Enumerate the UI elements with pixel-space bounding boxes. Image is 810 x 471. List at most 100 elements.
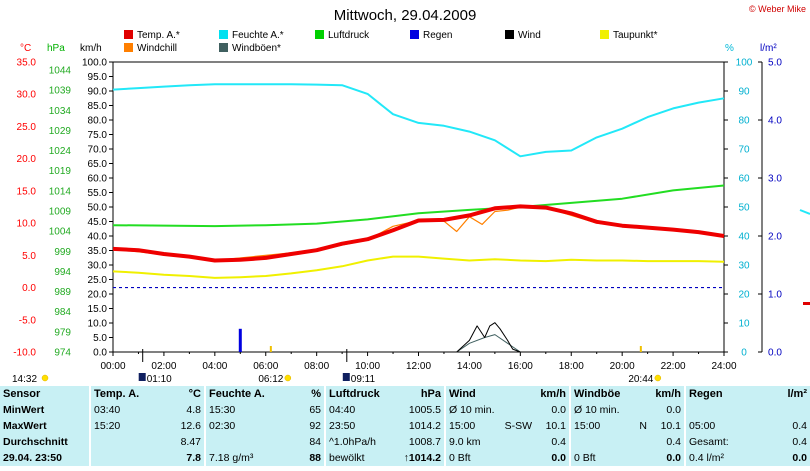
temp-tick-label: -5.0 (19, 315, 37, 326)
wind-time: Ø 10 min. (444, 402, 495, 418)
hum-value: 92 (270, 418, 325, 434)
gust-direction: N (620, 418, 650, 434)
temp-time: 03:40 (89, 402, 145, 418)
rain-tick-label: 3.0 (768, 174, 782, 185)
left-axis-ticks: 100.0 95.0 90.0 85.0 80.0 75.0 70.0 65.0 60.0 55.… (13, 58, 113, 359)
temp-time (89, 434, 145, 450)
legend-label: Taupunkt* (613, 30, 658, 41)
rain-time: 05:00 (684, 418, 740, 434)
hum-value: 65 (270, 402, 325, 418)
pressure-tick-label: 994 (54, 267, 71, 278)
weather-chart: Mittwoch, 29.04.2009 © Weber Mike Temp. … (12, 4, 810, 385)
wind-tick-label: 100.0 (82, 58, 107, 69)
humidity-axis-unit: % (725, 43, 734, 54)
gust-value: 10.1 (650, 418, 685, 434)
hum-time (204, 434, 270, 450)
press-value: 1008.7 (390, 434, 445, 450)
legend-swatch (505, 30, 514, 39)
series-line-taupunkt (112, 255, 725, 279)
stats-table: Sensor Temp. A. °C Feuchte A. % Luftdruc… (0, 386, 810, 466)
humidity-tick-label: 90 (738, 87, 750, 98)
pressure-tick-label: 984 (54, 307, 71, 318)
legend-swatch (124, 30, 133, 39)
time-tick-label: 08:00 (304, 361, 329, 372)
wind-tick-label: 55.0 (88, 188, 108, 199)
pressure-tick-label: 1044 (49, 66, 72, 77)
row-label: MaxWert (0, 418, 90, 434)
gust-time (569, 434, 620, 450)
header-rain: Regen (684, 386, 740, 402)
gust-time: Ø 10 min. (569, 402, 620, 418)
pressure-tick-label: 1039 (49, 86, 72, 97)
pressure-tick-label: 1034 (49, 106, 72, 117)
hum-time: 15:30 (204, 402, 270, 418)
series-line-wind (456, 322, 521, 353)
moonset-label: 09:11 (351, 374, 376, 385)
legend-swatch (315, 30, 324, 39)
row-label: Durchschnitt (0, 434, 90, 450)
hum-time: 7.18 g/m³ (204, 450, 270, 466)
wind-tick-label: 65.0 (88, 159, 108, 170)
time-tick-label: 20:00 (610, 361, 635, 372)
wind-value: 10.1 (535, 418, 570, 434)
temp-value: 12.6 (145, 418, 205, 434)
wind-tick-label: 50.0 (88, 203, 108, 214)
legend-label: Luftdruck (328, 30, 370, 41)
header-pressure: Luftdruck (324, 386, 390, 402)
wind-tick-label: 20.0 (88, 290, 108, 301)
gust-time: 0 Bft (569, 450, 620, 466)
time-tick-label: 22:00 (661, 361, 686, 372)
humidity-tick-label: 40 (738, 232, 750, 243)
wind-time: 0 Bft (444, 450, 495, 466)
temp-value: 4.8 (145, 402, 205, 418)
moon-icon (138, 373, 146, 381)
rain-axis-unit: l/m² (760, 43, 777, 54)
wind-tick-label: 25.0 (88, 275, 108, 286)
wind-direction: S-SW (495, 418, 535, 434)
wind-tick-label: 85.0 (88, 101, 108, 112)
wind-tick-label: 15.0 (88, 304, 108, 315)
chart-title: Mittwoch, 29.04.2009 (334, 7, 477, 24)
press-value: 1005.5 (390, 402, 445, 418)
series-line-luftdruck (112, 184, 725, 228)
hum-time: 02:30 (204, 418, 270, 434)
temp-axis-unit: °C (20, 43, 31, 54)
temp-tick-label: 25.0 (17, 122, 37, 133)
humidity-tick-label: 100 (736, 58, 753, 69)
hum-value: 88 (270, 450, 325, 466)
rain-time (684, 402, 740, 418)
wind-tick-label: 90.0 (88, 87, 108, 98)
legend-label: Regen (423, 30, 452, 41)
time-tick-label: 18:00 (559, 361, 584, 372)
pressure-tick-label: 999 (54, 247, 71, 258)
header-humidity: Feuchte A. (204, 386, 270, 402)
legend-label: Temp. A.* (137, 30, 180, 41)
header-gust-unit: km/h (650, 386, 685, 402)
wind-tick-label: 75.0 (88, 130, 108, 141)
time-tick-label: 06:00 (253, 361, 278, 372)
time-tick-label: 12:00 (406, 361, 431, 372)
wind-value: 0.0 (535, 450, 570, 466)
wind-tick-label: 30.0 (88, 261, 108, 272)
rain-time: 0.4 l/m² (684, 450, 740, 466)
legend-swatch (219, 30, 228, 39)
temp-tick-label: 15.0 (17, 186, 37, 197)
rain-value (740, 402, 810, 418)
axis-unit-labels: °C hPa km/h% l/m² (20, 43, 777, 54)
press-value: 1014.2 (390, 418, 445, 434)
wind-value: 0.0 (535, 402, 570, 418)
time-tick-label: 00:00 (100, 361, 125, 372)
wind-tick-label: 45.0 (88, 217, 108, 228)
edge-fragment (803, 302, 810, 305)
series-layer (112, 83, 725, 353)
wind-direction (495, 402, 535, 418)
time-tick-label: 14:00 (457, 361, 482, 372)
humidity-tick-label: 80 (738, 116, 750, 127)
temp-tick-label: 30.0 (17, 90, 37, 101)
header-temp: Temp. A. (89, 386, 145, 402)
header-temp-unit: °C (145, 386, 205, 402)
press-time: ^1.0hPa/h (324, 434, 390, 450)
rain-time: Gesamt: (684, 434, 740, 450)
pressure-tick-label: 1024 (49, 146, 72, 157)
rain-value: 0.4 (740, 434, 810, 450)
